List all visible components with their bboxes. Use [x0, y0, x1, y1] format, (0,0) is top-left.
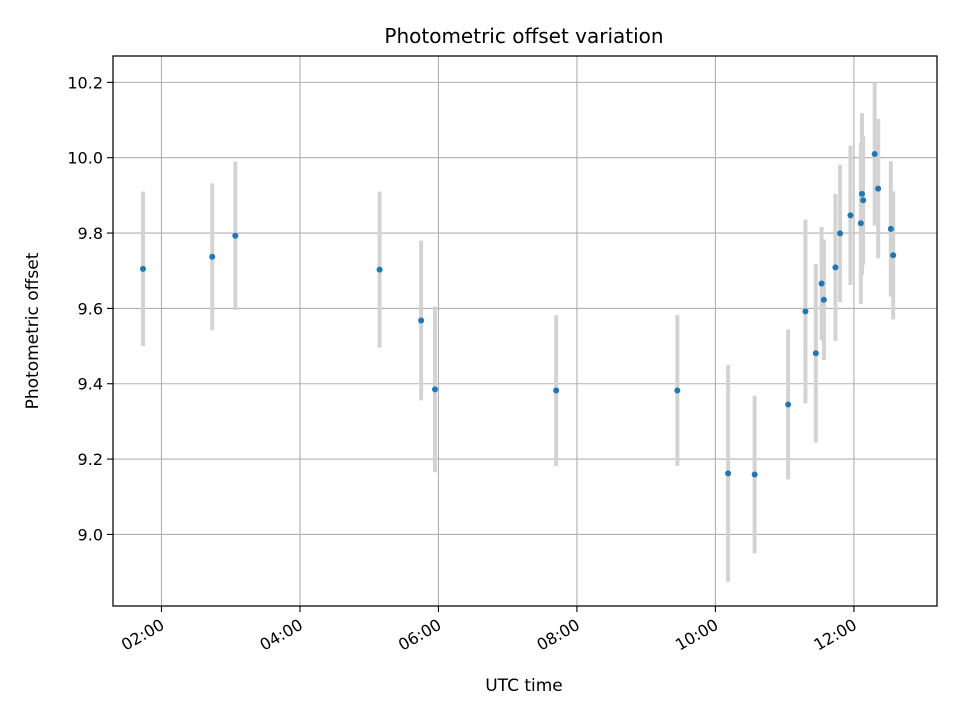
data-point — [812, 350, 819, 357]
y-tick-label: 9.6 — [78, 299, 103, 318]
data-point — [858, 190, 865, 197]
data-point — [553, 387, 560, 394]
data-point — [725, 470, 732, 477]
y-axis-ticks: 9.0 9.2 9.4 9.6 9.8 10.0 10.2 — [67, 73, 113, 544]
data-point — [376, 266, 383, 273]
y-tick-label: 9.0 — [78, 525, 103, 544]
data-points — [140, 150, 897, 478]
chart-title: Photometric offset variation — [384, 24, 663, 48]
data-point — [857, 220, 864, 227]
data-point — [818, 280, 825, 287]
data-point — [209, 253, 216, 260]
data-point — [820, 296, 827, 303]
y-axis-label: Photometric offset — [23, 252, 43, 409]
y-tick-label: 9.8 — [78, 224, 103, 243]
data-point — [847, 212, 854, 219]
y-tick-label: 10.2 — [67, 73, 103, 92]
y-tick-label: 9.4 — [78, 375, 103, 394]
data-point — [785, 401, 792, 408]
data-point — [431, 386, 438, 393]
data-point — [860, 197, 867, 204]
plot-frame — [112, 55, 938, 607]
data-point — [890, 252, 897, 259]
x-axis-label: UTC time — [485, 676, 563, 696]
data-point — [418, 317, 425, 324]
y-tick-label: 10.0 — [67, 149, 103, 168]
data-point — [232, 232, 239, 239]
data-point — [832, 264, 839, 271]
data-point — [751, 471, 758, 478]
data-point — [674, 387, 681, 394]
data-point — [875, 185, 882, 192]
data-point — [871, 150, 878, 157]
data-point — [887, 225, 894, 232]
plot-area — [113, 56, 937, 606]
data-point — [837, 230, 844, 237]
data-point — [140, 265, 147, 272]
y-tick-label: 9.2 — [78, 450, 103, 469]
data-point — [802, 308, 809, 315]
grid — [113, 56, 937, 606]
